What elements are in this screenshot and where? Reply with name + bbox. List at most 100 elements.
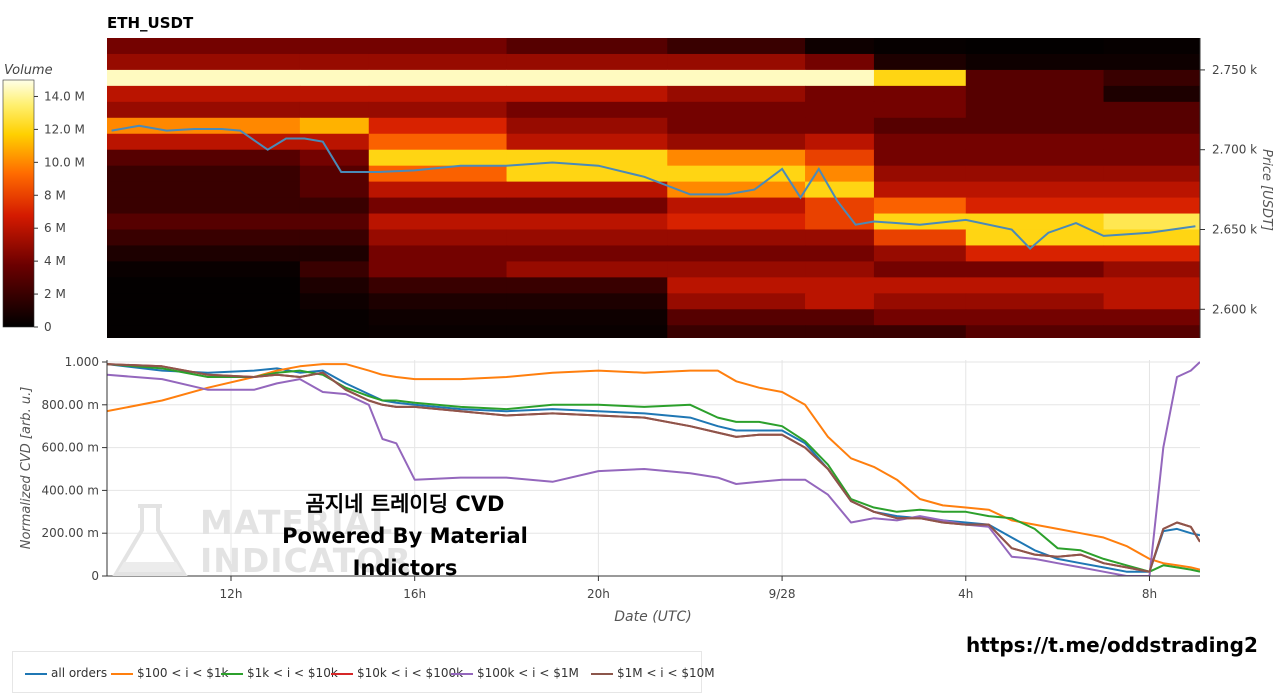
x-tick-label: 20h [587, 587, 610, 601]
heatmap-cell [965, 149, 1105, 167]
legend-label: $10k < i < $100k [357, 666, 464, 680]
legend-item[interactable]: all orders [25, 666, 107, 680]
overlay-line1: 곰지네 트레이딩 CVD [305, 492, 505, 516]
heatmap-cell [965, 69, 1105, 87]
heatmap-cell [368, 85, 508, 103]
heatmap-cell [1103, 197, 1200, 215]
heatmap-cell [805, 229, 875, 246]
heatmap-cell [368, 309, 508, 326]
heatmap-cell [107, 293, 301, 310]
legend-item[interactable]: $10k < i < $100k [331, 666, 463, 680]
legend-item[interactable]: $1M < i < $10M [591, 666, 715, 680]
heatmap-cell [805, 181, 875, 199]
heatmap-cell [873, 197, 967, 215]
colorbar-tick-label: 0 [44, 320, 52, 334]
heatmap-cell [107, 181, 301, 199]
heatmap-cell [506, 245, 668, 262]
colorbar-tick-label: 8 M [44, 188, 66, 202]
legend-label: all orders [51, 666, 108, 680]
heatmap-cell [965, 117, 1105, 135]
heatmap-cell [506, 85, 668, 103]
heatmap-cell [965, 85, 1105, 103]
heatmap-cell [299, 38, 370, 55]
colorbar-label: Volume [4, 63, 53, 78]
heatmap-cell [506, 309, 668, 326]
legend-swatch [451, 672, 473, 675]
heatmap-cell [965, 38, 1105, 55]
heatmap-cell [107, 101, 301, 119]
legend-item[interactable]: $100 < i < $1k [111, 666, 228, 680]
flask-icon [112, 504, 188, 576]
heatmap-cell [107, 325, 301, 338]
price-tick-label: 2.750 k [1212, 63, 1257, 77]
heatmap-cell [299, 69, 370, 87]
heatmap-cell [368, 213, 508, 230]
heatmap-cell [368, 277, 508, 294]
heatmap-cell [299, 149, 370, 167]
heatmap-cell [107, 309, 301, 326]
overlay-title: 곰지네 트레이딩 CVD Powered By Material Indicto… [240, 488, 570, 584]
legend-item[interactable]: $1k < i < $10k [221, 666, 338, 680]
heatmap-cell [506, 117, 668, 135]
heatmap-cell [1103, 149, 1200, 167]
heatmap-cell [299, 53, 370, 71]
colorbar-tick-label: 12.0 M [44, 122, 85, 136]
heatmap-cell [299, 85, 370, 103]
heatmap-cell [667, 325, 806, 338]
cvd-series-line [107, 363, 1200, 573]
heatmap-cell [506, 181, 668, 199]
heatmap-cell [1103, 101, 1200, 119]
x-tick-label: 9/28 [769, 587, 796, 601]
colorbar-tick-label: 14.0 M [44, 89, 85, 103]
heatmap-cell [873, 38, 967, 55]
heatmap-cell [506, 38, 668, 55]
heatmap-cell [299, 229, 370, 246]
x-tick-label: 12h [220, 587, 243, 601]
heatmap-cell [667, 245, 806, 262]
heatmap-cell [368, 149, 508, 167]
heatmap-cell [965, 229, 1105, 246]
heatmap-cell [873, 245, 967, 262]
heatmap-cell [965, 325, 1105, 338]
heatmap-cell [965, 277, 1105, 294]
heatmap-cell [1103, 309, 1200, 326]
legend-label: $100 < i < $1k [137, 666, 229, 680]
heatmap-cell [1103, 117, 1200, 135]
heatmap-cell [1103, 85, 1200, 103]
heatmap-cell [873, 229, 967, 246]
heatmap-cell [873, 117, 967, 135]
heatmap-cell [1103, 53, 1200, 71]
heatmap-cell [965, 53, 1105, 71]
heatmap-cell [1103, 261, 1200, 278]
heatmap-cell [107, 261, 301, 278]
heatmap-cell [506, 197, 668, 215]
legend-swatch [331, 672, 353, 675]
heatmap-cell [965, 181, 1105, 199]
watermark-line1: MATERIAL [200, 503, 393, 542]
heatmap-cell [1103, 277, 1200, 294]
price-tick-label: 2.650 k [1212, 222, 1257, 236]
heatmap-cell [506, 277, 668, 294]
legend-item[interactable]: $100k < i < $1M [451, 666, 579, 680]
cvd-y-axis: 0 200.00 m 400.00 m 600.00 m 800.00 m 1.000 [42, 355, 107, 583]
heatmap-cell [965, 133, 1105, 151]
telegram-link[interactable]: https://t.me/oddstrading2 [966, 633, 1258, 657]
heatmap-cell [1103, 245, 1200, 262]
heatmap-cell [667, 117, 806, 135]
heatmap-cell [805, 85, 875, 103]
heatmap-cell [805, 101, 875, 119]
heatmap-cell [805, 213, 875, 230]
heatmap-cell [873, 181, 967, 199]
heatmap-cell [667, 277, 806, 294]
legend-swatch [591, 672, 613, 675]
heatmap-cell [805, 69, 875, 87]
heatmap-cell [299, 181, 370, 199]
cvd-x-axis: 12h 16h 20h 9/28 4h 8h [220, 576, 1157, 601]
heatmap-cell [965, 309, 1105, 326]
heatmap-cell [965, 261, 1105, 278]
colorbar [2, 79, 35, 328]
heatmap-cell [667, 229, 806, 246]
legend-swatch [25, 672, 47, 675]
legend-label: $100k < i < $1M [477, 666, 579, 680]
